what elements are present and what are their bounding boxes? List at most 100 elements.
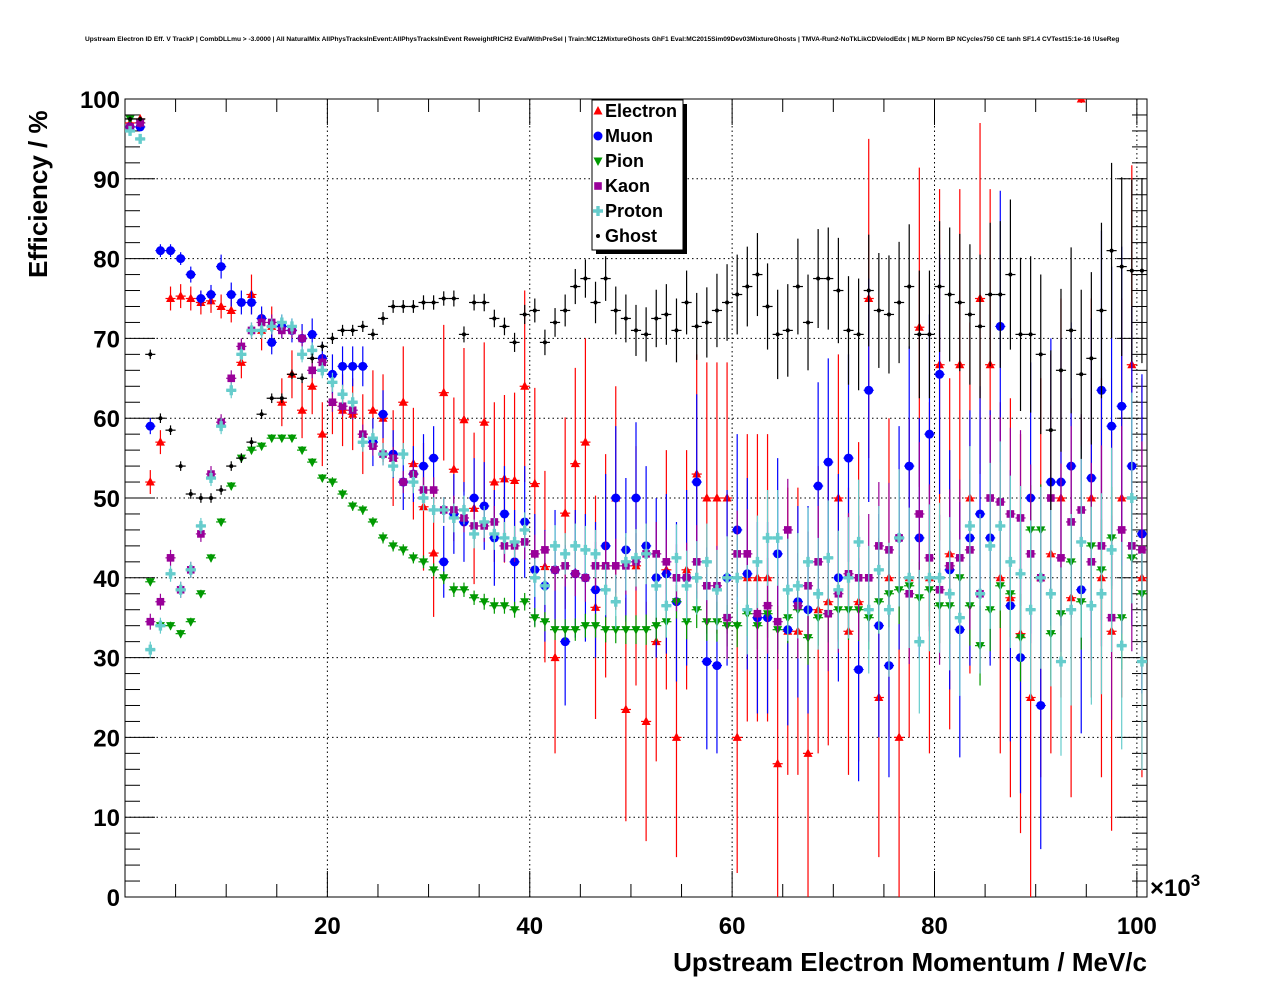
data-point-ghost [431,300,436,305]
legend-label-proton: Proton [605,201,663,221]
data-point-kaon [541,546,549,554]
data-point-proton [1025,604,1036,615]
data-point-proton [1066,604,1077,615]
data-point-pion [246,446,256,456]
data-point-proton [216,421,227,432]
legend-label-kaon: Kaon [605,176,650,196]
data-point-muon [499,509,509,519]
data-point-ghost [279,396,284,401]
y-tick-label: 90 [93,167,120,194]
data-point-ghost [441,296,446,301]
data-point-electron [803,748,813,757]
series-ghost [125,116,1147,510]
data-point-muon [216,262,226,272]
data-point-ghost [907,284,912,289]
data-point-ghost [320,344,325,349]
data-point-proton [995,520,1006,531]
data-point-kaon [338,402,347,411]
data-point-pion [449,586,459,595]
data-point-kaon [743,550,752,558]
data-point-muon [378,409,388,419]
data-point-electron [216,301,226,310]
data-point-pion [206,554,216,563]
data-point-ghost [249,440,254,445]
data-point-kaon [773,617,782,626]
data-point-electron [621,704,631,713]
data-point-proton [742,604,753,615]
data-point-proton [155,620,166,631]
data-point-ghost [1119,264,1124,269]
data-point-proton [964,520,975,531]
data-point-muon [145,421,155,431]
data-point-ghost [553,320,558,325]
data-point-ghost [563,308,568,313]
data-point-kaon [308,366,316,375]
data-point-ghost [866,288,871,293]
data-point-electron [510,475,520,484]
data-point-ghost [613,308,618,313]
data-point-ghost [826,276,831,281]
data-point-proton [711,584,722,595]
data-point-ghost [886,312,891,317]
data-point-electron [530,478,540,488]
data-point-proton [307,345,318,356]
data-point-proton [1106,544,1117,555]
data-point-ghost [694,324,699,329]
data-point-proton [904,572,915,583]
data-point-pion [591,622,601,631]
data-point-pion [176,630,186,639]
data-point-electron [550,652,560,662]
data-point-ghost [775,332,780,337]
data-point-proton [873,564,884,575]
data-point-electron [176,291,186,300]
data-point-ghost [401,304,406,309]
data-point-electron [459,414,469,424]
data-point-ghost [998,292,1003,297]
data-point-electron [449,464,459,473]
data-point-pion [429,566,439,575]
x-tick-label: 100 [1117,913,1157,940]
data-point-proton [823,552,834,563]
data-point-proton [327,377,338,388]
data-point-proton [792,580,803,591]
data-point-proton [954,612,965,623]
data-point-electron [145,477,155,486]
data-point-ghost [1139,268,1144,273]
data-point-ghost [472,300,477,305]
data-point-kaon [531,550,539,558]
data-point-proton [398,449,409,460]
data-point-proton [1096,588,1107,599]
data-point-kaon [227,374,236,383]
data-point-electron [489,477,499,486]
data-point-pion [499,602,509,611]
data-point-muon [702,657,712,667]
data-point-kaon [399,478,408,486]
data-point-pion [186,618,196,627]
data-point-ghost [219,488,224,493]
data-point-pion [682,618,692,627]
data-point-proton [833,584,844,595]
data-point-kaon [581,574,590,582]
data-point-electron [560,508,570,517]
data-point-ghost [745,284,750,289]
x-multiplier-exponent: 3 [1191,871,1200,890]
data-point-muon [419,461,429,471]
data-point-ghost [583,276,588,281]
data-point-kaon [146,617,155,626]
data-point-pion [368,518,378,527]
data-point-electron [398,397,408,406]
data-point-proton [1136,656,1147,667]
data-point-electron [520,381,530,390]
data-point-electron [894,732,904,741]
data-point-ghost [482,300,487,305]
data-point-kaon [1117,526,1126,534]
y-tick-label: 30 [93,646,120,673]
x-axis-title: Upstream Electron Momentum / MeV/c [673,947,1147,977]
y-tick-label: 40 [93,566,120,593]
data-point-ghost [350,328,355,333]
y-axis-title: Efficiency / % [23,110,53,278]
data-point-proton [782,584,793,595]
data-point-ghost [623,316,628,321]
data-point-pion [540,618,550,627]
